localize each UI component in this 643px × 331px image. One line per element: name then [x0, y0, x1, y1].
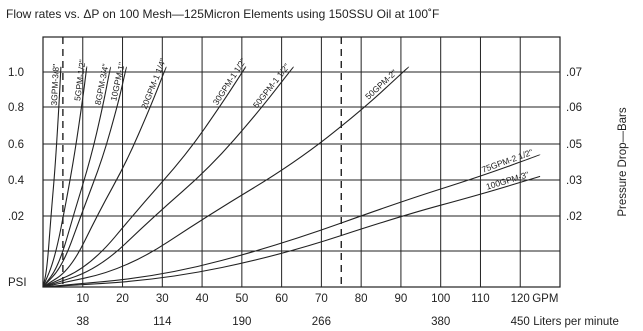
x-tick-label: 80	[355, 293, 368, 305]
plot-frame	[42, 36, 561, 288]
x2-tick-label: 38	[76, 316, 89, 328]
series-label: 30GPM-1 1/2"	[211, 56, 249, 106]
y2-tick-label: .03	[566, 175, 582, 187]
x-tick-label: 110	[471, 293, 489, 305]
series-label: 50GPM-2"	[363, 67, 399, 101]
x2-tick-label: 266	[312, 316, 331, 328]
series-label: 50GPM-1 1/2"	[251, 62, 292, 110]
x-tick-label: 30	[156, 293, 169, 305]
x2-tick-label: 190	[232, 316, 251, 328]
x2-tick-label: 450	[511, 316, 530, 328]
y-tick-label: 0.8	[8, 102, 24, 114]
y-tick-label: 0.6	[8, 139, 24, 151]
series-label: 10GPM-1"	[108, 61, 126, 102]
x-tick-label: 90	[395, 293, 408, 305]
y2-axis-title: Pressure Drop—Bars	[617, 107, 629, 217]
series-curve	[42, 66, 167, 288]
x-tick-label: 50	[235, 293, 248, 305]
series-curve	[42, 66, 295, 288]
series-curve	[42, 66, 128, 288]
series-curve	[42, 66, 410, 288]
series-curve	[42, 66, 112, 288]
y2-tick-label: .05	[566, 139, 582, 151]
x-unit-label: GPM	[532, 293, 558, 305]
series-curve	[42, 66, 88, 288]
y-tick-label: 0.4	[8, 175, 25, 187]
series-label: 3GPM-3/8"	[49, 64, 61, 106]
series-curve	[42, 154, 541, 288]
x-tick-label: 10	[76, 293, 89, 305]
x2-tick-label: 114	[153, 316, 172, 328]
series-label: 20GPM-1 1/4"	[139, 57, 168, 110]
axis-labels: .02 0.4 0.6 0.8 1.0 PSI .02 .03 .05 .06 .07 Pressur…	[8, 67, 629, 328]
curve-group: 3GPM-3/8" 5GPM-1/2" 8GPM-3/4"10GPM-1" 20GPM…	[42, 56, 541, 288]
y-tick-label: 1.0	[8, 67, 24, 79]
x-tick-label: 100	[431, 293, 450, 305]
y2-tick-label: .06	[566, 102, 582, 114]
chart-title: Flow rates vs. ΔP on 100 Mesh—125Micron …	[6, 7, 439, 21]
series-curve	[42, 66, 247, 288]
x2-tick-label: 380	[431, 316, 450, 328]
y-unit-label: PSI	[8, 277, 27, 289]
x-tick-label: 40	[196, 293, 209, 305]
x-tick-label: 70	[315, 293, 328, 305]
x-tick-label: 20	[116, 293, 129, 305]
y-tick-label: .02	[8, 211, 24, 223]
series-curve	[42, 175, 541, 288]
grid	[42, 36, 561, 288]
x2-unit-label: Liters per minute	[533, 316, 619, 328]
series-curve	[42, 66, 62, 288]
x-tick-label: 120	[511, 293, 530, 305]
y2-tick-label: .02	[566, 211, 582, 223]
y2-tick-label: .07	[566, 67, 582, 79]
x-tick-label: 60	[275, 293, 288, 305]
